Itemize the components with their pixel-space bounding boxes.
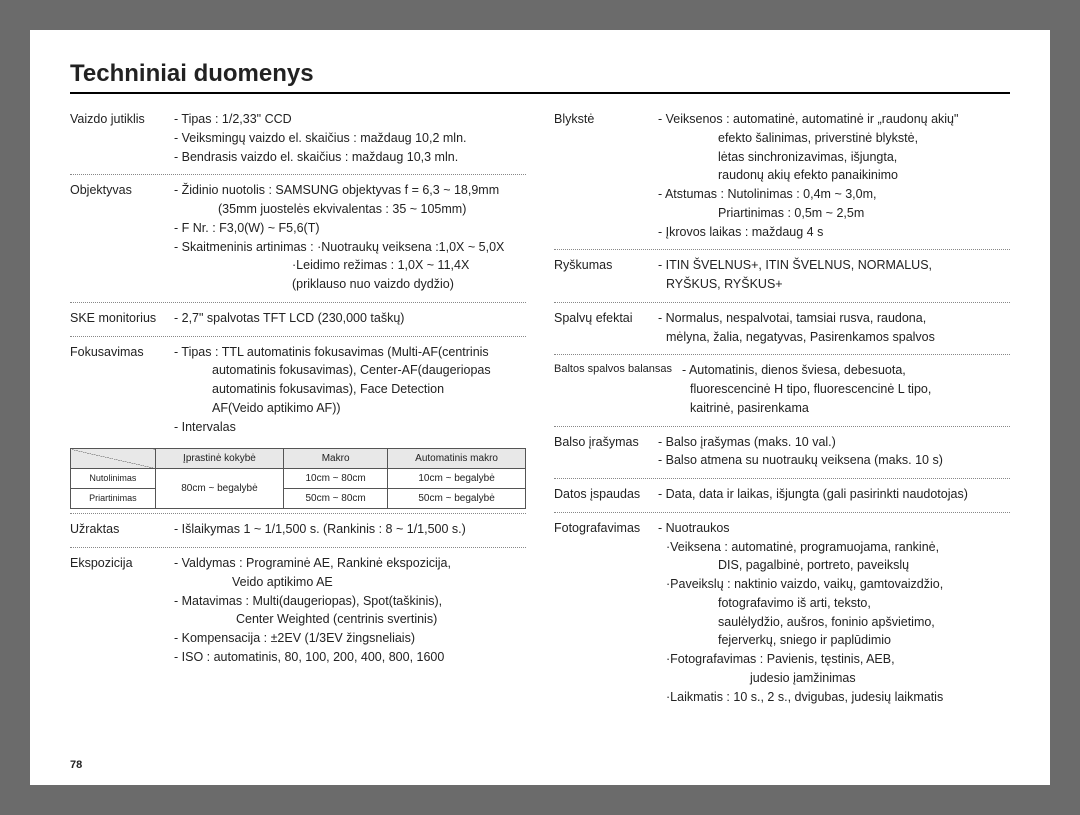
spec-label: Ryškumas [554,256,658,294]
spec-image-sensor: Vaizdo jutiklis - Tipas : 1/2,33" CCD - … [70,108,526,172]
section-divider [70,336,526,337]
focus-range-table: Įprastinė kokybė Makro Automatinis makro… [70,448,526,509]
spec-flash: Blykstė - Veiksenos : automatinė, automa… [554,108,1010,247]
manual-page: Techniniai duomenys Vaizdo jutiklis - Ti… [30,30,1050,785]
table-header: Makro [284,449,388,469]
table-header: Įprastinė kokybė [155,449,283,469]
spec-label: SKE monitorius [70,309,174,328]
spec-lens: Objektyvas - Židinio nuotolis : SAMSUNG … [70,179,526,300]
section-divider [554,302,1010,303]
spec-label: Baltos spalvos balansas [554,361,682,417]
page-number: 78 [70,759,82,771]
section-divider [554,249,1010,250]
spec-values: - Tipas : TTL automatinis fokusavimas (M… [174,343,526,437]
section-divider [70,547,526,548]
spec-lcd: SKE monitorius - 2,7" spalvotas TFT LCD … [70,307,526,334]
spec-color-effects: Spalvų efektai - Normalus, nespalvotai, … [554,307,1010,353]
spec-sharpness: Ryškumas - ITIN ŠVELNUS+, ITIN ŠVELNUS, … [554,254,1010,300]
section-divider [554,478,1010,479]
spec-date-imprint: Datos įspaudas - Data, data ir laikas, i… [554,483,1010,510]
spec-shutter: Užraktas - Išlaikymas 1 ~ 1/1,500 s. (Ra… [70,518,526,545]
page-title: Techniniai duomenys [70,60,1010,94]
table-cell: 50cm ~ begalybė [388,489,526,509]
spec-label: Ekspozicija [70,554,174,667]
spec-values: - Automatinis, dienos šviesa, debesuota,… [682,361,1010,417]
spec-values: - Židinio nuotolis : SAMSUNG objektyvas … [174,181,526,294]
spec-shooting: Fotografavimas - Nuotraukos ·Veiksena : … [554,517,1010,713]
right-column: Blykstė - Veiksenos : automatinė, automa… [554,108,1010,712]
spec-voice-recording: Balso įrašymas - Balso įrašymas (maks. 1… [554,431,1010,477]
section-divider [554,426,1010,427]
table-cell: 10cm ~ 80cm [284,469,388,489]
spec-focus: Fokusavimas - Tipas : TTL automatinis fo… [70,341,526,443]
spec-values: - Išlaikymas 1 ~ 1/1,500 s. (Rankinis : … [174,520,526,539]
table-row: Priartinimas 50cm ~ 80cm 50cm ~ begalybė [71,489,526,509]
spec-label: Blykstė [554,110,658,241]
section-divider [70,302,526,303]
spec-label: Balso įrašymas [554,433,658,471]
spec-values: - Data, data ir laikas, išjungta (gali p… [658,485,1010,504]
spec-values: - Balso įrašymas (maks. 10 val.) - Balso… [658,433,1010,471]
spec-values: - 2,7" spalvotas TFT LCD (230,000 taškų) [174,309,526,328]
spec-label: Objektyvas [70,181,174,294]
section-divider [554,512,1010,513]
spec-values: - Tipas : 1/2,33" CCD - Veiksmingų vaizd… [174,110,526,166]
table-cell: 10cm ~ begalybė [388,469,526,489]
table-cell: 50cm ~ 80cm [284,489,388,509]
table-cell: 80cm ~ begalybė [155,469,283,509]
spec-values: - Veiksenos : automatinė, automatinė ir … [658,110,1010,241]
section-divider [70,174,526,175]
spec-exposure: Ekspozicija - Valdymas : Programinė AE, … [70,552,526,673]
spec-label: Užraktas [70,520,174,539]
spec-values: - ITIN ŠVELNUS+, ITIN ŠVELNUS, NORMALUS,… [658,256,1010,294]
table-row-header: Nutolinimas [71,469,156,489]
left-column: Vaizdo jutiklis - Tipas : 1/2,33" CCD - … [70,108,526,712]
two-column-layout: Vaizdo jutiklis - Tipas : 1/2,33" CCD - … [70,108,1010,712]
spec-label: Fotografavimas [554,519,658,707]
section-divider [70,513,526,514]
table-row: Nutolinimas 80cm ~ begalybė 10cm ~ 80cm … [71,469,526,489]
spec-values: - Normalus, nespalvotai, tamsiai rusva, … [658,309,1010,347]
spec-label: Fokusavimas [70,343,174,437]
table-header-row: Įprastinė kokybė Makro Automatinis makro [71,449,526,469]
section-divider [554,354,1010,355]
table-header: Automatinis makro [388,449,526,469]
spec-label: Vaizdo jutiklis [70,110,174,166]
spec-label: Spalvų efektai [554,309,658,347]
spec-values: - Valdymas : Programinė AE, Rankinė eksp… [174,554,526,667]
table-row-header: Priartinimas [71,489,156,509]
table-corner-cell [71,449,156,469]
spec-white-balance: Baltos spalvos balansas - Automatinis, d… [554,359,1010,423]
spec-label: Datos įspaudas [554,485,658,504]
spec-values: - Nuotraukos ·Veiksena : automatinė, pro… [658,519,1010,707]
